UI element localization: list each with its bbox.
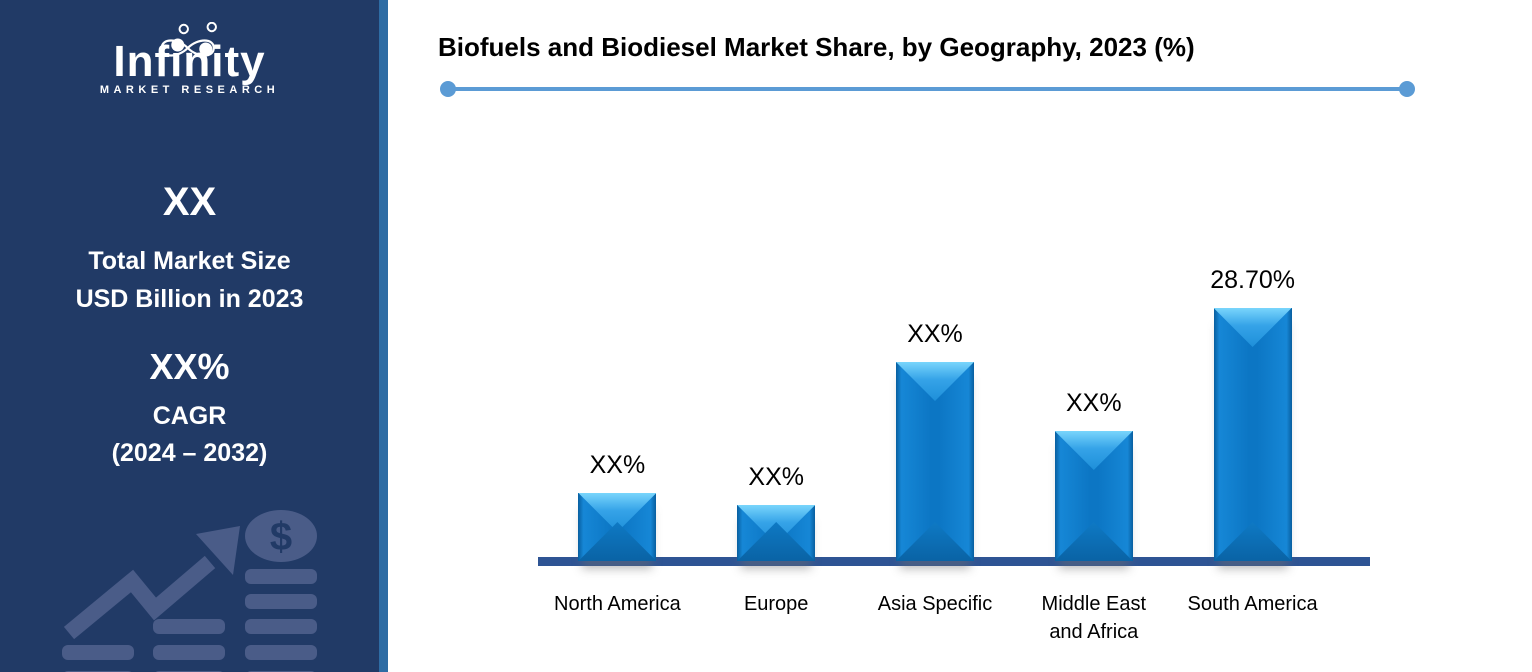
title-divider <box>440 81 1415 97</box>
brand-logo: Infinity MARKET RESEARCH <box>0 20 379 96</box>
bar-value-label-south-america: 28.70% <box>1210 266 1295 294</box>
market-size-caption-line2: USD Billion in 2023 <box>75 285 304 313</box>
category-label-line: South America <box>1187 593 1318 615</box>
dollar-coin-icon <box>245 510 317 562</box>
market-size-caption-line1: Total Market Size <box>88 247 291 275</box>
divider-line <box>448 87 1407 91</box>
bar-south-america <box>1213 308 1292 561</box>
bar-slot-south-america: 28.70% <box>1173 4 1332 561</box>
cagr-caption-line1: CAGR <box>152 402 227 430</box>
bars-row: XX% XX% XX% XX% 28.70% <box>538 4 1332 561</box>
bar-asia-specific <box>895 362 974 561</box>
infinity-logo-icon <box>0 20 379 57</box>
sidebar: Infinity MARKET RESEARCH XX Total Market… <box>0 0 388 672</box>
category-label-south-america: South America <box>1173 590 1332 646</box>
bar-chart: XX% XX% XX% XX% 28.70% North America Europe As… <box>538 0 1370 643</box>
brand-subtitle: MARKET RESEARCH <box>99 84 280 96</box>
bar-value-label-asia-specific: XX% <box>907 320 963 348</box>
category-label-middle-east-and-africa: Middle East and Africa <box>1014 590 1173 646</box>
growth-arrow-icon <box>63 555 216 640</box>
category-label-line: Asia Specific <box>877 593 993 615</box>
bar-value-label-north-america: XX% <box>589 451 646 479</box>
market-size-caption: Total Market Size USD Billion in 2023 <box>0 242 379 318</box>
chart-panel: Biofuels and Biodiesel Market Share, by … <box>388 0 1532 672</box>
category-label-line: North America <box>554 593 681 615</box>
bar-middle-east-and-africa <box>1054 431 1133 561</box>
dollar-sign: $ <box>270 515 292 559</box>
bar-europe <box>737 505 816 561</box>
divider-right-dot <box>1399 81 1415 97</box>
bar-slot-asia-specific: XX% <box>856 4 1015 561</box>
x-axis-line <box>538 557 1370 566</box>
money-growth-icon: $ <box>62 510 317 672</box>
cagr-caption-line2: (2024 – 2032) <box>111 439 268 467</box>
bar-slot-europe: XX% <box>697 4 856 561</box>
categories-row: North America Europe Asia Specific Middle E… <box>538 590 1332 646</box>
bar-slot-middle-east-and-africa: XX% <box>1014 4 1173 561</box>
market-size-value: XX <box>162 180 217 224</box>
bar-slot-north-america: XX% <box>538 4 697 561</box>
category-label-europe: Europe <box>697 590 856 646</box>
category-label-line: and Africa <box>1049 621 1139 643</box>
chart-title: Biofuels and Biodiesel Market Share, by … <box>438 32 1195 62</box>
bar-value-label-middle-east-and-africa: XX% <box>1065 389 1122 417</box>
category-label-line: Europe <box>743 593 809 615</box>
infinity-loop-icon <box>160 22 217 57</box>
cagr-value: XX% <box>149 346 230 387</box>
category-label-line: Middle East <box>1041 593 1147 615</box>
category-label-north-america: North America <box>538 590 697 646</box>
category-label-asia-specific: Asia Specific <box>856 590 1015 646</box>
cagr-caption: CAGR (2024 – 2032) <box>0 398 379 472</box>
bar-north-america <box>578 493 657 561</box>
bar-value-label-europe: XX% <box>748 463 804 491</box>
